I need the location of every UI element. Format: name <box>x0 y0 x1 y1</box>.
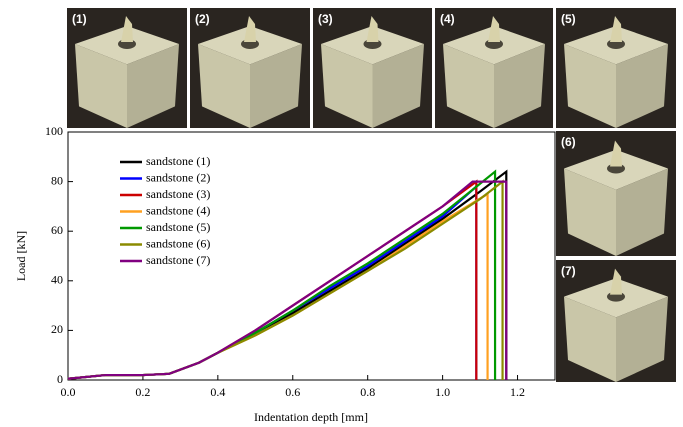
photo-label: (2) <box>195 12 210 26</box>
y-tick-label: 0 <box>57 372 63 386</box>
x-tick-label: 1.2 <box>510 385 525 399</box>
x-tick-label: 1.0 <box>435 385 450 399</box>
series-line <box>68 172 495 380</box>
y-tick-label: 20 <box>51 322 63 336</box>
legend-label: sandstone (1) <box>146 154 210 168</box>
series-line <box>68 172 506 380</box>
photo-label: (3) <box>318 12 333 26</box>
x-tick-label: 0.0 <box>61 385 76 399</box>
photo-label: (5) <box>561 12 576 26</box>
x-tick-label: 0.2 <box>135 385 150 399</box>
legend-label: sandstone (7) <box>146 253 210 267</box>
photo-label: (1) <box>72 12 87 26</box>
legend-label: sandstone (2) <box>146 170 210 184</box>
series-line <box>68 194 488 380</box>
x-tick-label: 0.8 <box>360 385 375 399</box>
figure: (1) (2) (3) (4) (5) (6) (7) Indentation depth … <box>0 0 683 427</box>
y-axis-label: Load [kN] <box>14 231 28 281</box>
photo-label: (6) <box>561 135 576 149</box>
photo-label: (7) <box>561 264 576 278</box>
legend-label: sandstone (6) <box>146 236 210 250</box>
x-axis-label: Indentation depth [mm] <box>254 410 368 424</box>
legend-label: sandstone (3) <box>146 187 210 201</box>
y-tick-label: 100 <box>45 124 63 138</box>
photo-label: (4) <box>440 12 455 26</box>
plot-frame <box>68 132 555 380</box>
legend-label: sandstone (5) <box>146 220 210 234</box>
y-tick-label: 60 <box>51 223 63 237</box>
legend-label: sandstone (4) <box>146 203 210 217</box>
y-tick-label: 40 <box>51 273 63 287</box>
series-line <box>68 187 476 380</box>
x-tick-label: 0.4 <box>210 385 225 399</box>
x-tick-label: 0.6 <box>285 385 300 399</box>
y-tick-label: 80 <box>51 173 63 187</box>
